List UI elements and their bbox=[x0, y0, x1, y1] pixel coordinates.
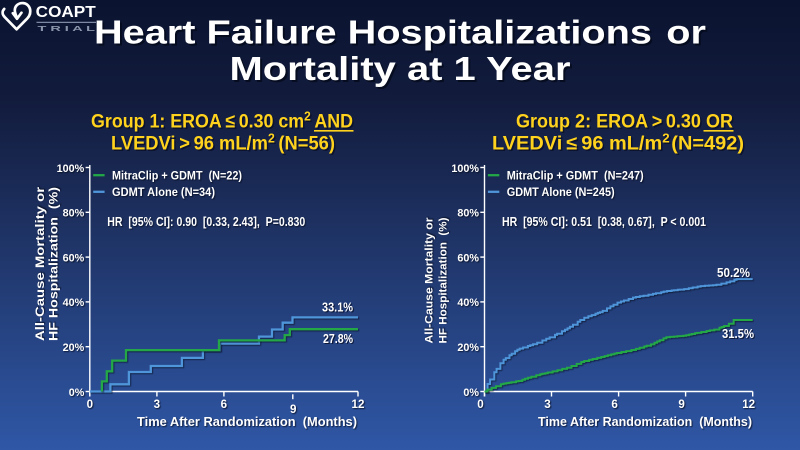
svg-text:GDMT Alone (N=34): GDMT Alone (N=34) bbox=[112, 185, 215, 199]
svg-text:20%: 20% bbox=[457, 342, 479, 354]
svg-text:0%: 0% bbox=[463, 387, 479, 399]
svg-text:Mortality at 1 Year: Mortality at 1 Year bbox=[230, 50, 571, 87]
svg-text:0: 0 bbox=[477, 398, 483, 411]
svg-text:80%: 80% bbox=[63, 208, 85, 220]
svg-text:Mortality at 1 Year: Mortality at 1 Year bbox=[232, 52, 573, 89]
svg-text:60%: 60% bbox=[457, 252, 479, 264]
svg-text:Heart Failure Hospitalizations: Heart Failure Hospitalizations or bbox=[96, 16, 708, 53]
svg-text:6: 6 bbox=[221, 398, 228, 411]
svg-text:All-Cause Mortality or: All-Cause Mortality or bbox=[33, 186, 47, 341]
svg-text:33.1%: 33.1% bbox=[323, 301, 354, 316]
svg-text:12: 12 bbox=[352, 398, 365, 411]
svg-text:LVEDVi > 96 mL/m2 (N=56): LVEDVi > 96 mL/m2 (N=56) bbox=[113, 132, 337, 156]
svg-text:31.5%: 31.5% bbox=[722, 326, 754, 341]
svg-text:33.1%: 33.1% bbox=[322, 300, 353, 315]
svg-text:HR [95% CI]: 0.51 [0.38, 0.6: HR [95% CI]: 0.51 [0.38, 0.67], P < 0.00… bbox=[502, 215, 706, 229]
svg-text:60%: 60% bbox=[63, 252, 85, 264]
svg-text:GDMT Alone (N=245): GDMT Alone (N=245) bbox=[507, 185, 615, 199]
svg-text:HF Hospitalization (%): HF Hospitalization (%) bbox=[46, 187, 60, 341]
svg-text:9: 9 bbox=[678, 398, 685, 411]
svg-text:3: 3 bbox=[154, 398, 161, 411]
svg-text:Group 2: EROA > 0.30 OR: Group 2: EROA > 0.30 OR bbox=[518, 112, 735, 134]
svg-text:Group 1: EROA ≤ 0.30 cm2 AND: Group 1: EROA ≤ 0.30 cm2 AND bbox=[91, 109, 353, 133]
svg-text:3: 3 bbox=[544, 398, 551, 411]
svg-text:0%: 0% bbox=[69, 387, 85, 399]
svg-text:100%: 100% bbox=[57, 163, 85, 175]
svg-text:T R I A L: T R I A L bbox=[38, 24, 96, 33]
svg-text:HF Hospitalization (%): HF Hospitalization (%) bbox=[437, 217, 449, 343]
svg-text:31.5%: 31.5% bbox=[723, 327, 755, 342]
svg-text:LVEDVi ≤ 96 mL/m2 (N=492): LVEDVi ≤ 96 mL/m 2 (N=492) bbox=[492, 131, 744, 155]
svg-text:Time After Randomization (Mon: Time After Randomization (Months) bbox=[137, 414, 357, 429]
svg-text:LVEDVi ≤ 96 mL/m2 (N=492): LVEDVi ≤ 96 mL/m 2 (N=492) bbox=[494, 132, 746, 156]
svg-text:Group 2: EROA > 0.30 OR: Group 2: EROA > 0.30 OR bbox=[516, 111, 733, 133]
svg-text:LVEDVi > 96 mL/m2 (N=56): LVEDVi > 96 mL/m2 (N=56) bbox=[111, 131, 335, 155]
svg-text:COAPT: COAPT bbox=[36, 4, 97, 21]
svg-text:40%: 40% bbox=[63, 297, 85, 309]
svg-text:MitraClip + GDMT (N=22): MitraClip + GDMT (N=22) bbox=[112, 169, 242, 183]
svg-text:50.2%: 50.2% bbox=[717, 265, 750, 280]
svg-text:50.2%: 50.2% bbox=[718, 266, 751, 281]
svg-text:0: 0 bbox=[87, 398, 93, 411]
svg-text:6: 6 bbox=[611, 398, 618, 411]
svg-text:12: 12 bbox=[742, 398, 755, 411]
svg-text:All-Cause Mortality or: All-Cause Mortality or bbox=[423, 217, 435, 344]
svg-text:Heart Failure Hospitalizations: Heart Failure Hospitalizations or bbox=[94, 14, 706, 51]
svg-text:Time After Randomization (Mon: Time After Randomization (Months) bbox=[538, 414, 752, 429]
svg-text:80%: 80% bbox=[457, 208, 479, 220]
svg-text:HR [95% CI]: 0.90 [0.33, 2.4: HR [95% CI]: 0.90 [0.33, 2.43], P=0.830 bbox=[107, 215, 305, 229]
svg-text:MitraClip + GDMT (N=247): MitraClip + GDMT (N=247) bbox=[507, 169, 644, 183]
svg-text:20%: 20% bbox=[63, 342, 85, 354]
svg-text:27.8%: 27.8% bbox=[323, 331, 353, 346]
svg-text:100%: 100% bbox=[451, 163, 479, 175]
svg-text:27.8%: 27.8% bbox=[324, 332, 354, 347]
svg-text:9: 9 bbox=[290, 403, 297, 416]
svg-text:40%: 40% bbox=[457, 297, 479, 309]
